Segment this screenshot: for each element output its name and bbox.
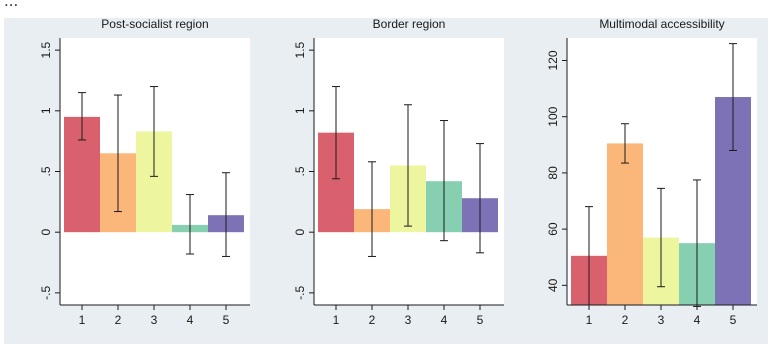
x-tick-label: 4 xyxy=(187,313,194,327)
x-tick-label: 2 xyxy=(115,313,122,327)
y-tick-label: 60 xyxy=(546,222,560,236)
x-tick-label: 3 xyxy=(658,313,665,327)
y-tick-label: 40 xyxy=(546,278,560,292)
y-tick-label: 1 xyxy=(39,107,53,114)
x-tick-label: 5 xyxy=(223,313,230,327)
x-tick-label: 2 xyxy=(622,313,629,327)
x-tick-label: 1 xyxy=(586,313,593,327)
plot-background: Post-socialist region -.5 0.5 1 1.5 1 2 3 4 5 Bord… xyxy=(4,17,768,344)
y-tick-label: 120 xyxy=(546,50,560,70)
x-tick-label: 4 xyxy=(694,313,701,327)
x-tick-label: 3 xyxy=(151,313,158,327)
panel-title: Border region xyxy=(373,18,446,31)
y-tick-label: -.5 xyxy=(293,286,307,300)
x-tick-label: 1 xyxy=(79,313,86,327)
panel-title: Post-socialist region xyxy=(101,18,208,31)
y-tick-label: -.5 xyxy=(39,286,53,300)
y-tick-label: 0 xyxy=(293,229,307,236)
chart-canvas: Post-socialist region-.50.511.51 2 3 4 5Bord… xyxy=(39,17,757,327)
y-tick-label: 0 xyxy=(39,229,53,236)
y-tick-label: 1 xyxy=(293,107,307,114)
x-tick-label: 3 xyxy=(405,313,412,327)
panel-title: Multimodal accessibility xyxy=(599,18,724,31)
x-tick-label: 2 xyxy=(369,313,376,327)
y-tick-label: 1.5 xyxy=(39,41,53,58)
y-tick-label: 100 xyxy=(546,106,560,126)
y-tick-label: .5 xyxy=(293,166,307,176)
y-tick-label: 80 xyxy=(546,166,560,180)
y-tick-label: .5 xyxy=(39,166,53,176)
caption-fragment: ... xyxy=(4,0,19,10)
x-tick-label: 4 xyxy=(441,313,448,327)
y-tick-label: 1.5 xyxy=(293,41,307,58)
bar-2 xyxy=(607,143,643,305)
x-tick-label: 5 xyxy=(477,313,484,327)
x-tick-label: 1 xyxy=(333,313,340,327)
x-tick-label: 5 xyxy=(730,313,737,327)
